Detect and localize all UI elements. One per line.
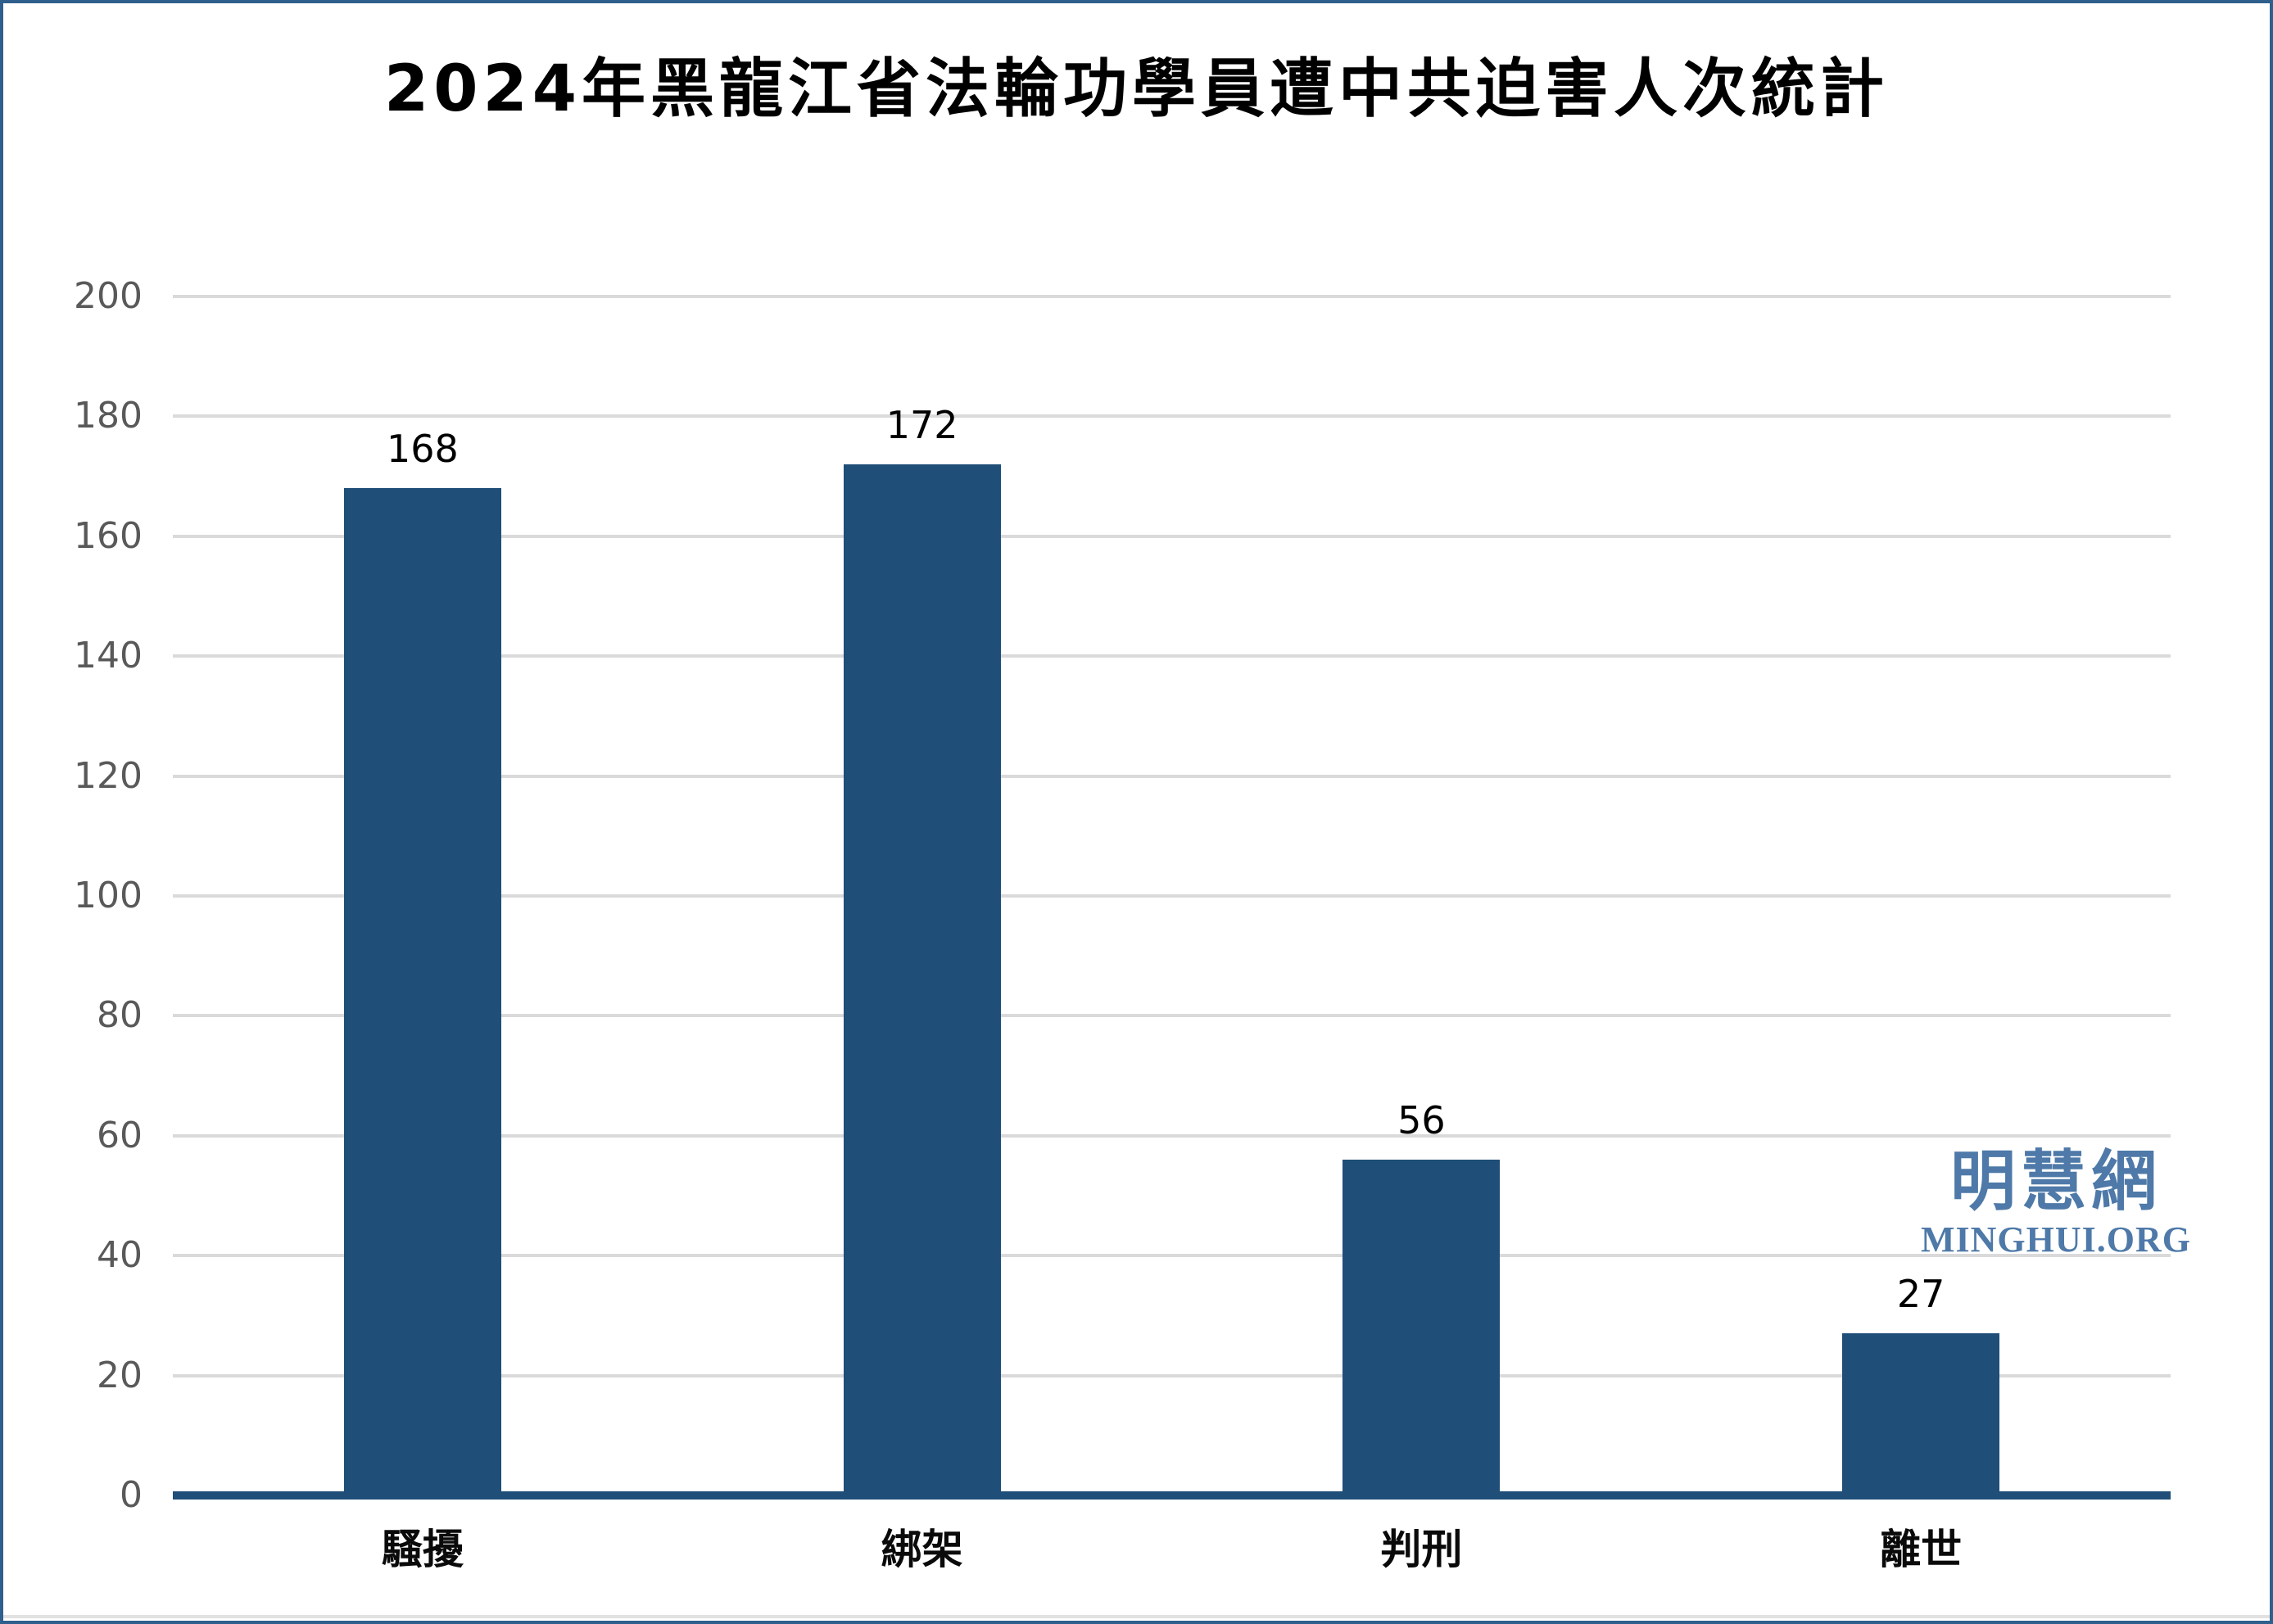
x-category-label: 騷擾 bbox=[381, 1526, 464, 1573]
gridline-200 bbox=[173, 295, 2171, 298]
y-tick-label-120: 120 bbox=[74, 754, 143, 797]
x-category-label: 離世 bbox=[1880, 1526, 1963, 1573]
y-tick-label-0: 0 bbox=[120, 1474, 143, 1516]
gridline-20 bbox=[173, 1373, 2171, 1377]
bar-綁架 bbox=[843, 464, 1001, 1495]
x-category-label: 綁架 bbox=[881, 1526, 963, 1573]
y-tick-label-80: 80 bbox=[97, 994, 143, 1037]
watermark-cjk-logo: 明慧網 bbox=[1950, 1143, 2162, 1219]
gridline-180 bbox=[173, 414, 2171, 418]
watermark-site-name: MINGHUI.ORG bbox=[1921, 1219, 2191, 1260]
y-tick-label-100: 100 bbox=[74, 875, 143, 916]
x-axis-line bbox=[173, 1491, 2171, 1500]
gridline-160 bbox=[173, 534, 2171, 538]
x-category-label: 判刑 bbox=[1380, 1526, 1463, 1573]
y-tick-label-60: 60 bbox=[97, 1114, 143, 1156]
gridline-60 bbox=[173, 1133, 2171, 1138]
gridline-40 bbox=[173, 1254, 2171, 1258]
bar-騷擾 bbox=[343, 488, 501, 1495]
y-tick-label-40: 40 bbox=[97, 1234, 143, 1277]
y-tick-label-180: 180 bbox=[74, 395, 143, 437]
gridline-120 bbox=[173, 774, 2171, 778]
y-tick-label-160: 160 bbox=[74, 514, 143, 557]
bar-value-label: 168 bbox=[386, 427, 459, 472]
bar-value-label: 172 bbox=[885, 402, 958, 447]
gridline-80 bbox=[173, 1014, 2171, 1018]
bar-value-label: 56 bbox=[1397, 1098, 1446, 1143]
gridline-100 bbox=[173, 894, 2171, 898]
y-tick-label-20: 20 bbox=[97, 1354, 143, 1396]
bar-value-label: 27 bbox=[1896, 1272, 1945, 1317]
bar-離世 bbox=[1842, 1333, 2000, 1495]
gridline-140 bbox=[173, 654, 2171, 658]
bottom-shadow-line bbox=[3, 1615, 2270, 1618]
chart-title: 2024年黑龍江省法輪功學員遭中共迫害人次統計 bbox=[383, 52, 1890, 126]
bar-判刑 bbox=[1343, 1160, 1501, 1495]
watermark: 明慧網 MINGHUI.ORG bbox=[1918, 1143, 2194, 1260]
plot-area: 0 20 40 60 80 100 120 140 160 180 200 168 騷擾 172 綁架 56 判… bbox=[3, 3, 2270, 1621]
y-tick-label-140: 140 bbox=[74, 635, 143, 677]
y-tick-label-200: 200 bbox=[74, 275, 143, 317]
